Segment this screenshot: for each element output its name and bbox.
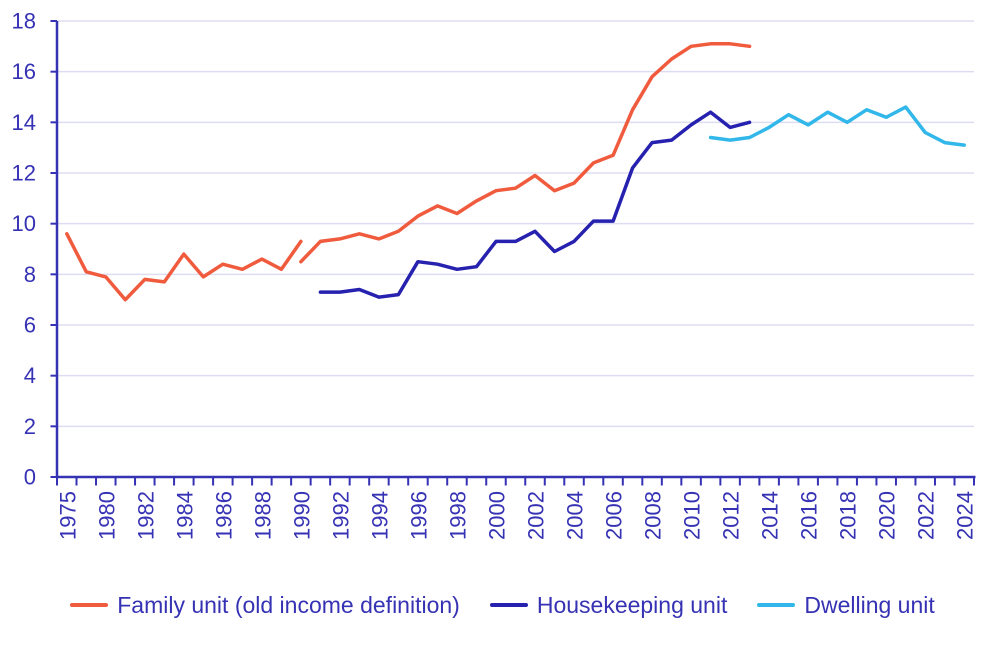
x-axis-labels: 1975 1980 1982 1984 1986 1988 1990 1992 1994 1996… [55, 491, 977, 540]
svg-text:1984: 1984 [172, 491, 197, 540]
legend-item-housekeeping-unit: Housekeeping unit [489, 591, 728, 618]
legend-label-family-unit: Family unit (old income definition) [117, 591, 460, 618]
svg-text:14: 14 [12, 110, 36, 135]
legend-label-housekeeping-unit: Housekeeping unit [536, 591, 728, 618]
svg-text:2010: 2010 [680, 491, 705, 540]
series-1 [318, 110, 752, 299]
svg-text:2012: 2012 [719, 491, 744, 540]
legend-item-dwelling-unit: Dwelling unit [757, 591, 935, 618]
legend-swatch-housekeeping-unit [489, 603, 528, 607]
svg-text:10: 10 [12, 211, 36, 236]
svg-text:2: 2 [24, 414, 36, 439]
svg-text:2016: 2016 [797, 491, 822, 540]
x-axis-ticks [56, 477, 975, 486]
svg-text:8: 8 [24, 262, 36, 287]
svg-text:2000: 2000 [484, 491, 509, 540]
svg-text:1988: 1988 [250, 491, 275, 540]
svg-text:16: 16 [12, 59, 36, 84]
gridlines [57, 20, 974, 428]
svg-text:1994: 1994 [367, 491, 392, 540]
svg-text:1982: 1982 [133, 491, 158, 540]
svg-text:2002: 2002 [524, 491, 549, 540]
svg-text:2006: 2006 [602, 491, 627, 540]
svg-text:1992: 1992 [328, 491, 353, 540]
svg-text:2014: 2014 [758, 491, 783, 540]
svg-text:2008: 2008 [641, 491, 666, 540]
svg-text:1996: 1996 [406, 491, 431, 540]
svg-text:1986: 1986 [211, 491, 236, 540]
svg-text:1975: 1975 [55, 491, 80, 540]
svg-text:4: 4 [24, 363, 36, 388]
svg-text:1980: 1980 [94, 491, 119, 540]
svg-text:0: 0 [24, 465, 36, 490]
legend: Family unit (old income definition) Hous… [0, 585, 1005, 625]
svg-text:12: 12 [12, 161, 36, 186]
legend-item-family-unit: Family unit (old income definition) [70, 591, 460, 618]
svg-text:1998: 1998 [445, 491, 470, 540]
svg-text:18: 18 [12, 9, 36, 34]
svg-text:2024: 2024 [953, 491, 978, 540]
axes [55, 21, 976, 479]
svg-text:2022: 2022 [914, 491, 939, 540]
legend-swatch-family-unit [70, 603, 109, 607]
svg-text:6: 6 [24, 313, 36, 338]
y-axis-labels: 0 2 4 6 8 10 12 14 16 18 [12, 9, 36, 490]
svg-text:2004: 2004 [563, 491, 588, 540]
legend-swatch-dwelling-unit [757, 603, 796, 607]
series-0 [65, 42, 752, 302]
svg-text:1990: 1990 [289, 491, 314, 540]
series-2 [708, 105, 966, 147]
svg-text:2018: 2018 [836, 491, 861, 540]
legend-label-dwelling-unit: Dwelling unit [804, 591, 935, 618]
svg-text:2020: 2020 [875, 491, 900, 540]
